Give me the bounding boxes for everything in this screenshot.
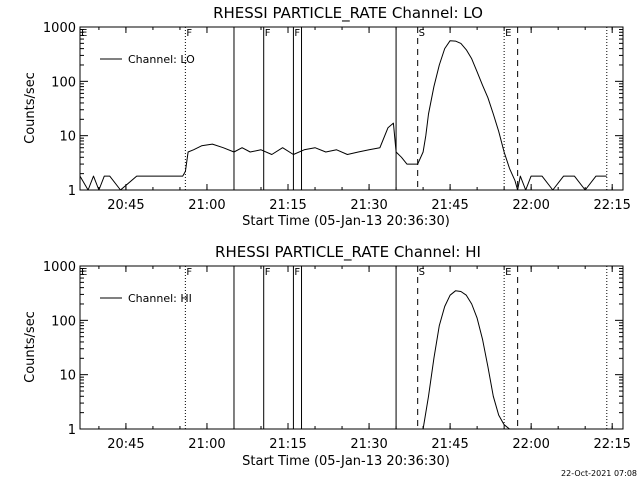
x-axis-label-hi: Start Time (05-Jan-13 20:36:30)	[242, 454, 450, 469]
marker-letter-hi-7: S	[419, 267, 425, 278]
x-tick-label-hi-6: 22:15	[593, 437, 630, 452]
x-tick-label-lo-2: 21:15	[269, 198, 306, 213]
y-tick-label-lo-1: 10	[59, 130, 76, 145]
y-tick-label-lo-0: 1	[68, 184, 76, 199]
x-tick-label-lo-0: 20:45	[107, 198, 144, 213]
y-tick-label-hi-2: 100	[51, 314, 76, 329]
marker-letter-lo-0: E	[81, 28, 87, 39]
plot-frame-lo	[79, 26, 624, 191]
x-tick-label-hi-3: 21:30	[350, 437, 387, 452]
marker-letter-hi-3: F	[265, 267, 271, 278]
x-tick-label-hi-1: 21:00	[188, 437, 225, 452]
plot-frame-hi	[79, 265, 624, 430]
x-tick-label-lo-1: 21:00	[188, 198, 225, 213]
x-tick-label-lo-5: 22:00	[512, 198, 549, 213]
y-tick-label-lo-3: 1000	[43, 21, 76, 36]
footer-timestamp: 22-Oct-2021 07:08	[561, 469, 637, 478]
y-tick-label-hi-0: 1	[68, 423, 76, 438]
marker-letter-lo-4: F	[294, 28, 300, 39]
marker-letter-lo-3: F	[265, 28, 271, 39]
x-tick-label-lo-3: 21:30	[350, 198, 387, 213]
x-axis-label-lo: Start Time (05-Jan-13 20:36:30)	[242, 214, 450, 229]
chart-title-hi: RHESSI PARTICLE_RATE Channel: HI	[215, 243, 481, 262]
x-tick-label-hi-5: 22:00	[512, 437, 549, 452]
marker-letter-hi-0: E	[81, 267, 87, 278]
marker-letter-hi-1: F	[186, 267, 192, 278]
marker-letter-hi-8: E	[505, 267, 511, 278]
series-line-lo-0	[79, 40, 607, 191]
series-line-hi-0	[422, 290, 510, 430]
marker-letter-lo-1: F	[186, 28, 192, 39]
chart-title-lo: RHESSI PARTICLE_RATE Channel: LO	[213, 4, 483, 23]
marker-letter-hi-4: F	[294, 267, 300, 278]
y-tick-label-hi-3: 1000	[43, 260, 76, 275]
marker-letter-lo-7: S	[419, 28, 425, 39]
legend-label-hi: Channel: HI	[128, 292, 192, 305]
x-tick-label-lo-4: 21:45	[431, 198, 468, 213]
y-tick-label-hi-1: 10	[59, 369, 76, 384]
marker-letter-lo-8: E	[505, 28, 511, 39]
x-tick-label-hi-4: 21:45	[431, 437, 468, 452]
x-tick-label-lo-6: 22:15	[593, 198, 630, 213]
y-axis-label-lo: Counts/sec	[23, 72, 38, 144]
legend-label-lo: Channel: LO	[128, 53, 195, 66]
x-tick-label-hi-0: 20:45	[107, 437, 144, 452]
y-axis-label-hi: Counts/sec	[23, 311, 38, 383]
y-tick-label-lo-2: 100	[51, 75, 76, 90]
x-tick-label-hi-2: 21:15	[269, 437, 306, 452]
